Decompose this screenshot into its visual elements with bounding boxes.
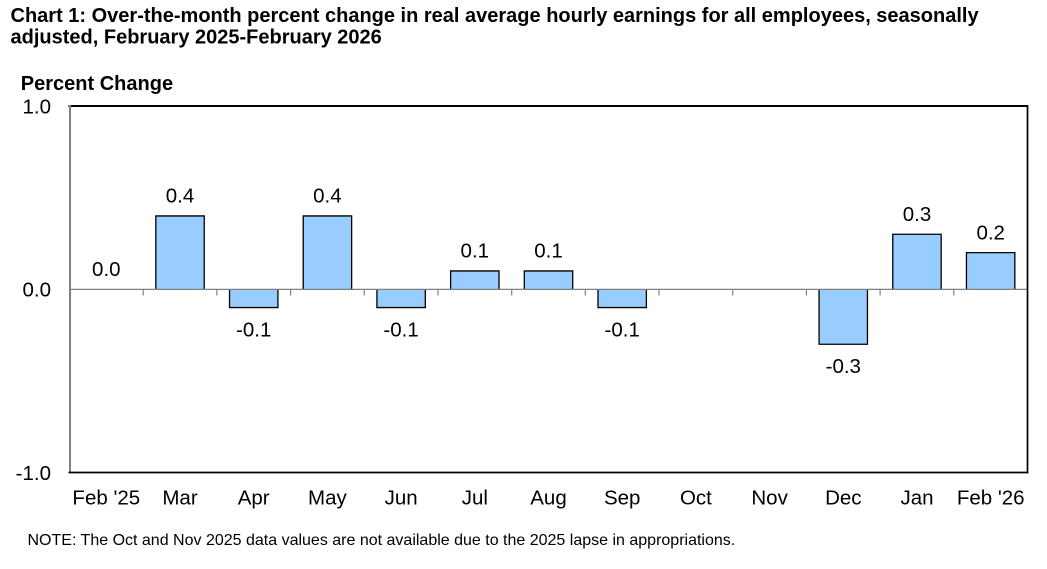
svg-text:Feb '26: Feb '26: [957, 486, 1025, 509]
svg-text:0.1: 0.1: [534, 240, 563, 263]
svg-text:-0.3: -0.3: [826, 355, 861, 378]
svg-text:0.2: 0.2: [976, 221, 1005, 244]
svg-text:0.4: 0.4: [166, 185, 195, 208]
svg-text:Aug: Aug: [530, 486, 566, 509]
svg-text:0.3: 0.3: [903, 203, 932, 226]
svg-text:Apr: Apr: [238, 486, 270, 509]
svg-text:Sep: Sep: [604, 486, 640, 509]
svg-text:Oct: Oct: [680, 486, 712, 509]
svg-text:Jul: Jul: [462, 486, 488, 509]
svg-text:Dec: Dec: [825, 486, 861, 509]
svg-text:1.0: 1.0: [23, 96, 52, 119]
svg-text:0.0: 0.0: [23, 279, 52, 302]
svg-text:May: May: [308, 486, 347, 509]
svg-text:0.0: 0.0: [92, 258, 121, 281]
svg-text:NOTE: The Oct and Nov 2025 dat: NOTE: The Oct and Nov 2025 data values a…: [28, 532, 736, 549]
svg-text:Mar: Mar: [162, 486, 197, 509]
svg-text:Jan: Jan: [900, 486, 933, 509]
svg-text:adjusted, February 2025-Februa: adjusted, February 2025-February 2026: [11, 27, 382, 49]
svg-text:-0.1: -0.1: [383, 318, 418, 341]
svg-text:-0.1: -0.1: [236, 318, 271, 341]
svg-text:Feb '25: Feb '25: [72, 486, 140, 509]
svg-text:Nov: Nov: [751, 486, 788, 509]
svg-text:Chart 1: Over-the-month percen: Chart 1: Over-the-month percent change i…: [11, 5, 980, 27]
svg-text:-0.1: -0.1: [605, 318, 640, 341]
svg-text:0.4: 0.4: [313, 185, 342, 208]
svg-text:0.1: 0.1: [461, 240, 490, 263]
svg-text:Percent Change: Percent Change: [21, 73, 173, 95]
svg-text:-1.0: -1.0: [16, 462, 51, 485]
svg-text:Jun: Jun: [385, 486, 418, 509]
